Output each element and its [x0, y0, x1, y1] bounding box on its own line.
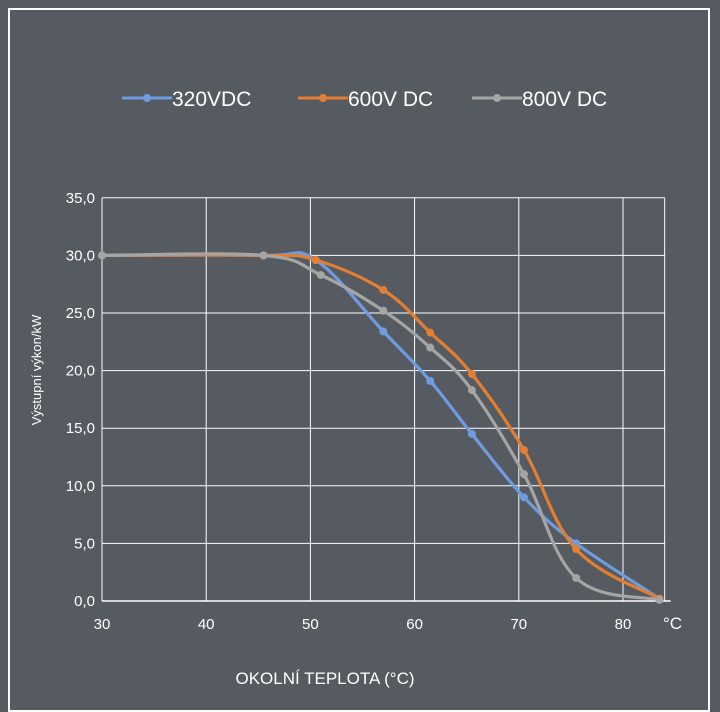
data-point: [520, 493, 529, 502]
data-point: [259, 251, 268, 260]
x-tick-label: 60: [406, 616, 423, 633]
x-tick-label: 30: [94, 616, 111, 633]
data-point: [467, 386, 476, 395]
x-tick-label: 70: [510, 616, 527, 633]
y-tick-labels: 0,0 5,0 10,0 15,0 20,0 25,0 30,0 35,0: [66, 190, 95, 610]
x-unit-label: °C: [663, 614, 682, 633]
x-tick-label: 80: [615, 616, 632, 633]
data-point: [520, 470, 529, 479]
legend-label: 320VDC: [172, 88, 251, 111]
data-point: [467, 429, 476, 438]
legend-marker: [493, 94, 501, 102]
y-tick-label: 25,0: [66, 305, 95, 322]
data-point: [379, 327, 388, 336]
data-point: [379, 285, 388, 294]
y-axis-title: Výstupní výkon/kW: [29, 314, 44, 425]
legend: 320VDC 600V DC 800V DC: [122, 88, 607, 111]
data-point: [572, 573, 581, 582]
y-tick-label: 10,0: [66, 478, 95, 495]
x-tick-label: 40: [198, 616, 215, 633]
legend-marker: [143, 94, 151, 102]
data-point: [426, 328, 435, 337]
legend-label: 800V DC: [522, 88, 607, 111]
legend-item: 600V DC: [298, 88, 433, 111]
data-point: [379, 306, 388, 315]
data-point: [311, 256, 320, 265]
legend-item: 800V DC: [472, 88, 607, 111]
y-tick-label: 30,0: [66, 247, 95, 264]
series-1: [98, 251, 664, 603]
legend-marker: [319, 94, 327, 102]
data-point: [98, 251, 106, 260]
series-2: [98, 251, 664, 604]
data-point: [467, 370, 476, 379]
series-group: [98, 251, 664, 604]
data-point: [520, 446, 529, 455]
y-tick-label: 5,0: [74, 535, 95, 552]
y-tick-label: 20,0: [66, 363, 95, 380]
data-point: [655, 595, 664, 604]
grid: [101, 197, 666, 602]
y-tick-label: 35,0: [66, 190, 95, 207]
x-tick-labels: 30 40 50 60 70 80: [94, 616, 632, 633]
y-tick-label: 0,0: [74, 593, 95, 610]
data-point: [572, 545, 581, 554]
x-tick-label: 50: [302, 616, 319, 633]
data-point: [426, 343, 435, 352]
data-point: [426, 376, 435, 385]
legend-label: 600V DC: [348, 88, 433, 111]
legend-item: 320VDC: [122, 88, 251, 111]
y-tick-label: 15,0: [66, 420, 95, 437]
data-point: [316, 270, 325, 279]
x-axis-title: OKOLNÍ TEPLOTA (°C): [235, 669, 414, 688]
